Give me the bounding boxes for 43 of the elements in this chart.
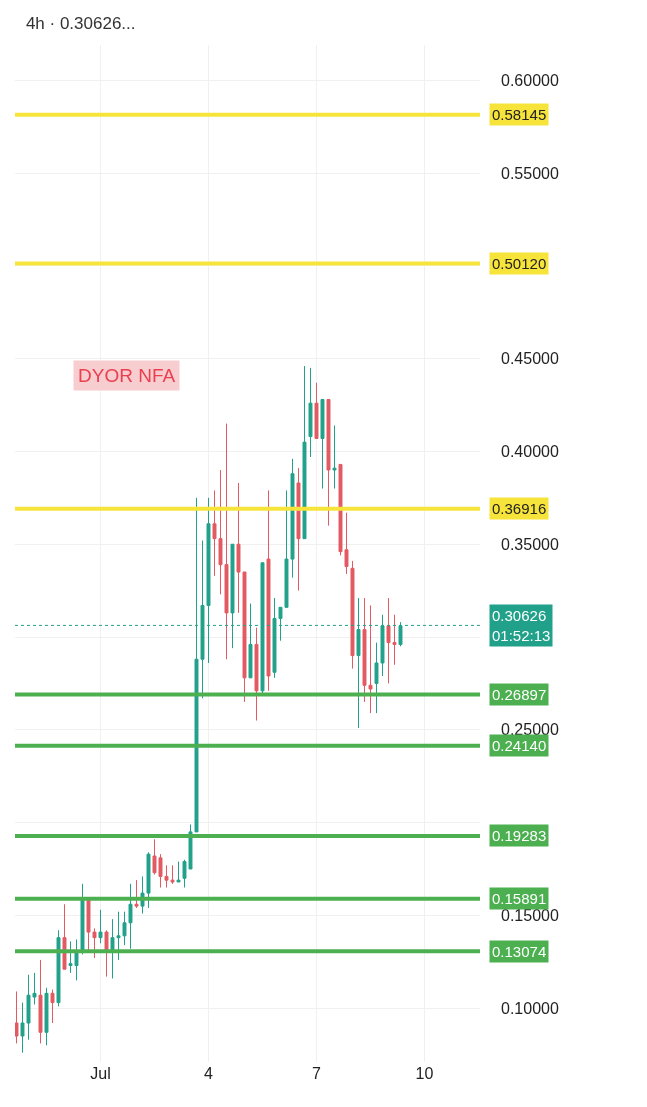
candlestick bbox=[98, 909, 103, 944]
chart-title: 4h · 0.30626... bbox=[25, 13, 136, 33]
x-tick-label: 10 bbox=[415, 1065, 434, 1082]
y-tick-label: 0.55000 bbox=[501, 164, 559, 182]
ref-line-label: 0.13074 bbox=[492, 943, 547, 960]
candlestick bbox=[266, 489, 271, 692]
ref-line-label: 0.50120 bbox=[492, 255, 547, 272]
candlestick bbox=[320, 398, 325, 490]
candlestick bbox=[350, 560, 355, 670]
candlestick bbox=[134, 879, 139, 909]
candlestick bbox=[326, 398, 331, 527]
candlestick bbox=[56, 929, 61, 1007]
ref-line-label: 0.58145 bbox=[492, 106, 547, 123]
y-tick-label: 0.10000 bbox=[501, 999, 559, 1017]
ref-line-label: 0.24140 bbox=[492, 737, 547, 754]
ref-line-label: 0.19283 bbox=[492, 827, 547, 844]
candlestick bbox=[308, 367, 313, 458]
candlestick bbox=[50, 989, 55, 1024]
candlestick bbox=[15, 990, 19, 1044]
x-tick-label: 7 bbox=[312, 1065, 322, 1082]
ref-line-label: 0.30626 01:52:13 bbox=[492, 607, 551, 644]
candlestick bbox=[38, 959, 43, 1044]
candlestick bbox=[314, 382, 319, 439]
candlestick bbox=[44, 987, 49, 1046]
y-tick-label: 0.60000 bbox=[501, 71, 559, 89]
y-tick-label: 0.45000 bbox=[501, 350, 559, 368]
y-tick-label: 0.35000 bbox=[501, 535, 559, 553]
x-tick-label: 4 bbox=[204, 1065, 214, 1082]
candlestick bbox=[254, 627, 259, 722]
ref-line-label: 0.26897 bbox=[492, 686, 547, 703]
y-tick-label: 0.15000 bbox=[501, 906, 559, 924]
ref-line-label: 0.15891 bbox=[492, 890, 547, 907]
candlestick bbox=[296, 467, 301, 592]
candlestick bbox=[176, 861, 181, 883]
y-tick-label: 0.25000 bbox=[501, 721, 559, 739]
ref-line-label: 0.36916 bbox=[492, 500, 547, 517]
candlestick bbox=[332, 424, 337, 490]
x-tick-label: Jul bbox=[90, 1065, 111, 1082]
candlestick bbox=[80, 883, 85, 955]
annotation: DYOR NFA bbox=[78, 365, 176, 386]
candlestick bbox=[302, 365, 307, 540]
y-tick-label: 0.40000 bbox=[501, 443, 559, 461]
candlestick bbox=[62, 903, 67, 970]
